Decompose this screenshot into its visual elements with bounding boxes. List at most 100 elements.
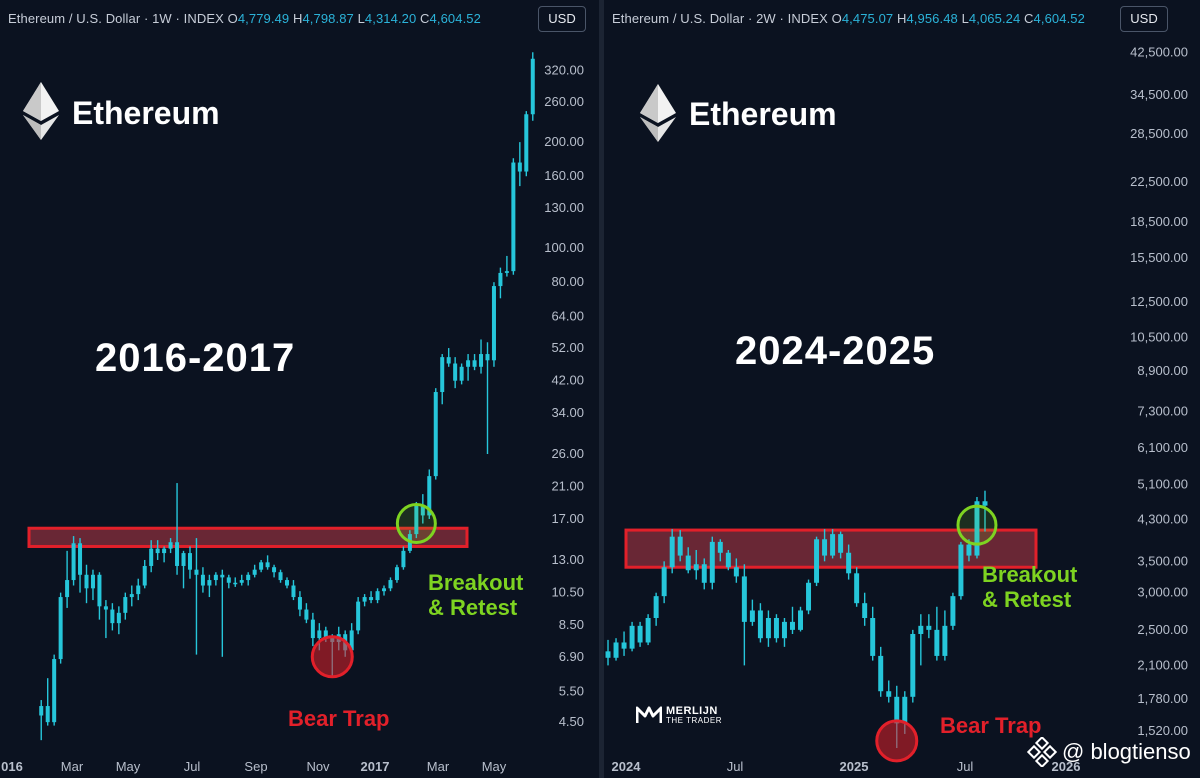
credit-watermark: @ blogtienso	[1062, 739, 1191, 764]
currency-button[interactable]: USD	[538, 6, 586, 32]
candle-body	[45, 706, 50, 723]
y-tick-label: 320.00	[544, 62, 584, 77]
x-tick-label: 2025	[840, 759, 869, 774]
high-value: 4,798.87	[302, 11, 354, 26]
bear-trap-circle	[875, 719, 919, 763]
candle-body	[459, 366, 464, 381]
x-tick-label: 2026	[1052, 759, 1081, 774]
low-value: 4,314.20	[364, 11, 417, 26]
y-tick-label: 10,500.00	[1130, 329, 1188, 344]
candle-body	[498, 272, 503, 287]
symbol-label: Ethereum / U.S. Dollar · 2W · INDEX	[612, 11, 828, 26]
bear-trap-label: Bear Trap	[940, 713, 1042, 738]
x-tick-label: Mar	[427, 759, 450, 774]
panel-divider	[599, 0, 604, 778]
merlijn-subtitle: THE TRADER	[666, 716, 722, 725]
ethereum-logo-icon	[23, 82, 59, 140]
ohlc-header: Ethereum / U.S. Dollar · 2W · INDEX O4,4…	[612, 11, 1085, 26]
candle-body	[420, 505, 425, 516]
x-tick-label: 016	[1, 759, 23, 774]
high-label: H	[292, 11, 303, 26]
candle-body	[155, 548, 160, 554]
merlijn-name: MERLIJN	[666, 705, 718, 717]
candle-body	[39, 706, 44, 716]
candle-body	[466, 360, 471, 367]
x-tick-label: Jul	[727, 759, 744, 774]
candle-body	[621, 642, 627, 649]
y-tick-label: 22,500.00	[1130, 174, 1188, 189]
candle-body	[388, 580, 393, 589]
candle-body	[472, 360, 477, 367]
candle-body	[645, 617, 651, 643]
candle-body	[369, 597, 374, 601]
y-tick-label: 3,000.00	[1137, 585, 1188, 600]
y-tick-label: 26.00	[551, 446, 584, 461]
candlestick-chart: 320.00 260.00 200.00 160.00 130.00 100.00 80.0…	[1, 52, 584, 774]
x-tick-label: Sep	[244, 759, 267, 774]
candle-body	[168, 542, 173, 549]
candle-body	[479, 354, 484, 367]
y-tick-label: 21.00	[551, 479, 584, 494]
breakout-line: Breakout	[982, 562, 1078, 587]
candle-body	[349, 630, 354, 651]
candle-body	[375, 591, 380, 601]
candle-body	[830, 534, 836, 556]
breakout-retest-label: Breakout & Retest	[982, 562, 1077, 612]
open-value: 4,475.07	[841, 11, 894, 26]
y-tick-label: 5.50	[559, 683, 584, 698]
currency-button[interactable]: USD	[1120, 6, 1168, 32]
candle-body	[291, 585, 296, 598]
candle-body	[446, 357, 451, 364]
candle-body	[297, 597, 302, 610]
y-tick-label: 3,500.00	[1137, 553, 1188, 568]
y-tick-label: 160.00	[544, 168, 584, 183]
candle-body	[362, 597, 367, 602]
x-tick-label: Jul	[184, 759, 201, 774]
candle-body	[246, 574, 251, 581]
candle-body	[934, 629, 940, 656]
candle-body	[162, 548, 167, 554]
low-value: 4,065.24	[968, 11, 1021, 26]
binance-logo-icon	[1027, 737, 1057, 767]
bear-trap-label: Bear Trap	[288, 706, 390, 731]
y-tick-label: 7,300.00	[1137, 404, 1188, 419]
y-tick-label: 42.00	[551, 373, 584, 388]
period-label: 2024-2025	[735, 329, 936, 373]
candle-body	[116, 612, 121, 624]
candle-body	[84, 574, 89, 589]
x-tick-label: Jul	[957, 759, 974, 774]
high-value: 4,956.48	[906, 11, 958, 26]
candle-body	[886, 691, 892, 697]
candle-body	[950, 596, 956, 626]
candle-body	[942, 625, 948, 656]
candle-body	[220, 574, 225, 578]
candle-body	[669, 536, 675, 568]
y-tick-label: 8,900.00	[1137, 363, 1188, 378]
candle-body	[440, 357, 445, 393]
candle-body	[725, 552, 731, 568]
y-tick-label: 200.00	[544, 134, 584, 149]
x-tick-label: Mar	[61, 759, 84, 774]
candle-body	[693, 564, 699, 571]
candle-body	[149, 548, 154, 566]
candle-body	[103, 606, 108, 610]
y-tick-label: 8.50	[559, 617, 584, 632]
ethereum-title: Ethereum	[689, 96, 837, 132]
y-tick-label: 80.00	[551, 274, 584, 289]
candle-body	[129, 594, 134, 598]
y-tick-label: 2,100.00	[1137, 657, 1188, 672]
candle-body	[709, 541, 715, 583]
candle-body	[272, 567, 277, 573]
candle-body	[870, 617, 876, 656]
y-tick-label: 34.00	[551, 405, 584, 420]
candle-body	[97, 574, 102, 607]
candle-body	[52, 659, 57, 723]
candle-body	[781, 621, 787, 639]
candle-body	[958, 544, 964, 597]
candle-body	[846, 552, 852, 574]
close-label: C	[420, 11, 430, 26]
candle-body	[427, 476, 432, 516]
candle-body	[175, 542, 180, 566]
y-tick-label: 17.00	[551, 511, 584, 526]
x-tick-label: 2024	[612, 759, 642, 774]
